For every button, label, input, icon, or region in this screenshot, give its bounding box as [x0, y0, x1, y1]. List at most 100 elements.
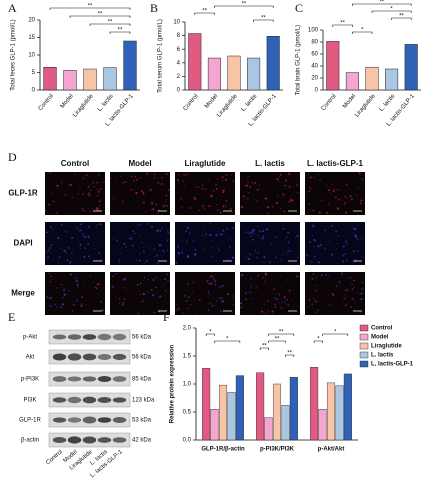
cell-dot	[232, 295, 235, 297]
cell-dot	[283, 210, 286, 213]
cell-dot	[85, 304, 87, 306]
y-axis-label: Total serum GLP-1 (pmol/L)	[158, 19, 164, 93]
cell-dot	[284, 301, 286, 304]
y-tick-label: 60	[311, 52, 318, 58]
bar	[343, 373, 352, 441]
bar	[207, 57, 221, 91]
cell-dot	[188, 232, 191, 234]
cell-dot	[285, 236, 288, 239]
bar	[318, 409, 327, 441]
cell-dot	[263, 255, 266, 258]
cell-dot	[132, 230, 135, 233]
cell-dot	[77, 286, 79, 288]
cell-dot	[308, 301, 310, 303]
cell-dot	[122, 181, 124, 184]
cell-dot	[166, 240, 169, 242]
cell-dot	[89, 189, 92, 191]
cell-dot	[60, 247, 62, 249]
cell-dot	[61, 296, 64, 299]
cell-dot	[283, 296, 286, 299]
significance-bracket	[352, 3, 412, 6]
cell-dot	[352, 250, 355, 252]
cell-dot	[203, 248, 205, 251]
cell-dot	[143, 299, 145, 301]
cell-dot	[222, 179, 224, 181]
cell-dot	[205, 187, 207, 190]
cell-dot	[155, 203, 157, 206]
bar	[385, 68, 399, 91]
cell-dot	[231, 256, 234, 259]
legend-label: Model	[371, 335, 389, 341]
cell-dot	[55, 287, 58, 289]
micrograph	[45, 272, 105, 315]
cell-dot	[311, 235, 313, 237]
cell-dot	[357, 187, 360, 190]
cell-dot	[175, 261, 178, 264]
cell-dot	[252, 233, 255, 235]
cell-dot	[165, 201, 167, 203]
cell-dot	[279, 275, 281, 277]
legend-label: Control	[371, 326, 393, 332]
cell-dot	[323, 287, 325, 290]
cell-dot	[207, 309, 210, 312]
blot-band	[97, 376, 112, 382]
cell-dot	[211, 239, 213, 242]
y-axis-label: Total feces GLP-1 (pmol/L)	[11, 19, 17, 90]
cell-dot	[332, 190, 335, 193]
cell-dot	[245, 298, 247, 301]
cell-dot	[308, 203, 310, 205]
cell-dot	[139, 235, 141, 237]
bar	[264, 417, 273, 441]
cell-dot	[288, 172, 291, 175]
cell-dot	[264, 272, 267, 275]
cell-dot	[86, 292, 89, 294]
cell-dot	[148, 247, 151, 249]
cell-dot	[221, 176, 224, 179]
cell-dot	[267, 212, 269, 215]
cell-dot	[50, 275, 52, 278]
cell-dot	[212, 278, 215, 280]
blot-band	[82, 436, 97, 444]
cell-dot	[335, 230, 338, 233]
cell-dot	[131, 175, 133, 177]
cell-dot	[259, 230, 261, 233]
y-tick-label: 40	[311, 64, 318, 70]
cell-dot	[101, 308, 104, 311]
cell-dot	[308, 298, 311, 301]
cell-dot	[296, 183, 299, 187]
cell-dot	[313, 245, 315, 248]
cell-dot	[45, 243, 47, 245]
cell-dot	[210, 195, 213, 198]
cell-dot	[222, 189, 225, 192]
blot-band	[67, 353, 82, 361]
significance-bracket	[371, 10, 412, 13]
cell-dot	[139, 253, 141, 255]
cell-dot	[60, 304, 63, 306]
cell-dot	[263, 303, 265, 305]
cell-dot	[96, 224, 98, 226]
cell-dot	[270, 243, 273, 245]
blot-band	[112, 437, 127, 443]
cell-dot	[45, 210, 47, 212]
cell-dot	[265, 197, 268, 200]
micrograph	[240, 172, 300, 215]
cell-dot	[48, 246, 52, 250]
cell-dot	[142, 191, 145, 194]
cell-dot	[142, 246, 144, 248]
cell-dot	[133, 179, 135, 182]
cell-dot	[250, 297, 252, 300]
cell-dot	[77, 193, 80, 195]
cell-dot	[145, 211, 147, 213]
cell-dot	[204, 233, 207, 235]
cell-dot	[261, 310, 264, 313]
cell-dot	[346, 259, 348, 262]
blot-band	[67, 376, 82, 382]
cell-dot	[329, 241, 331, 243]
cell-dot	[345, 240, 348, 243]
y-tick-label: 0.5	[183, 410, 192, 416]
legend-label: L. lactis-GLP-1	[371, 362, 414, 368]
blot-band	[52, 334, 67, 340]
cell-dot	[203, 207, 206, 210]
cell-dot	[87, 208, 89, 210]
cell-dot	[265, 228, 268, 231]
